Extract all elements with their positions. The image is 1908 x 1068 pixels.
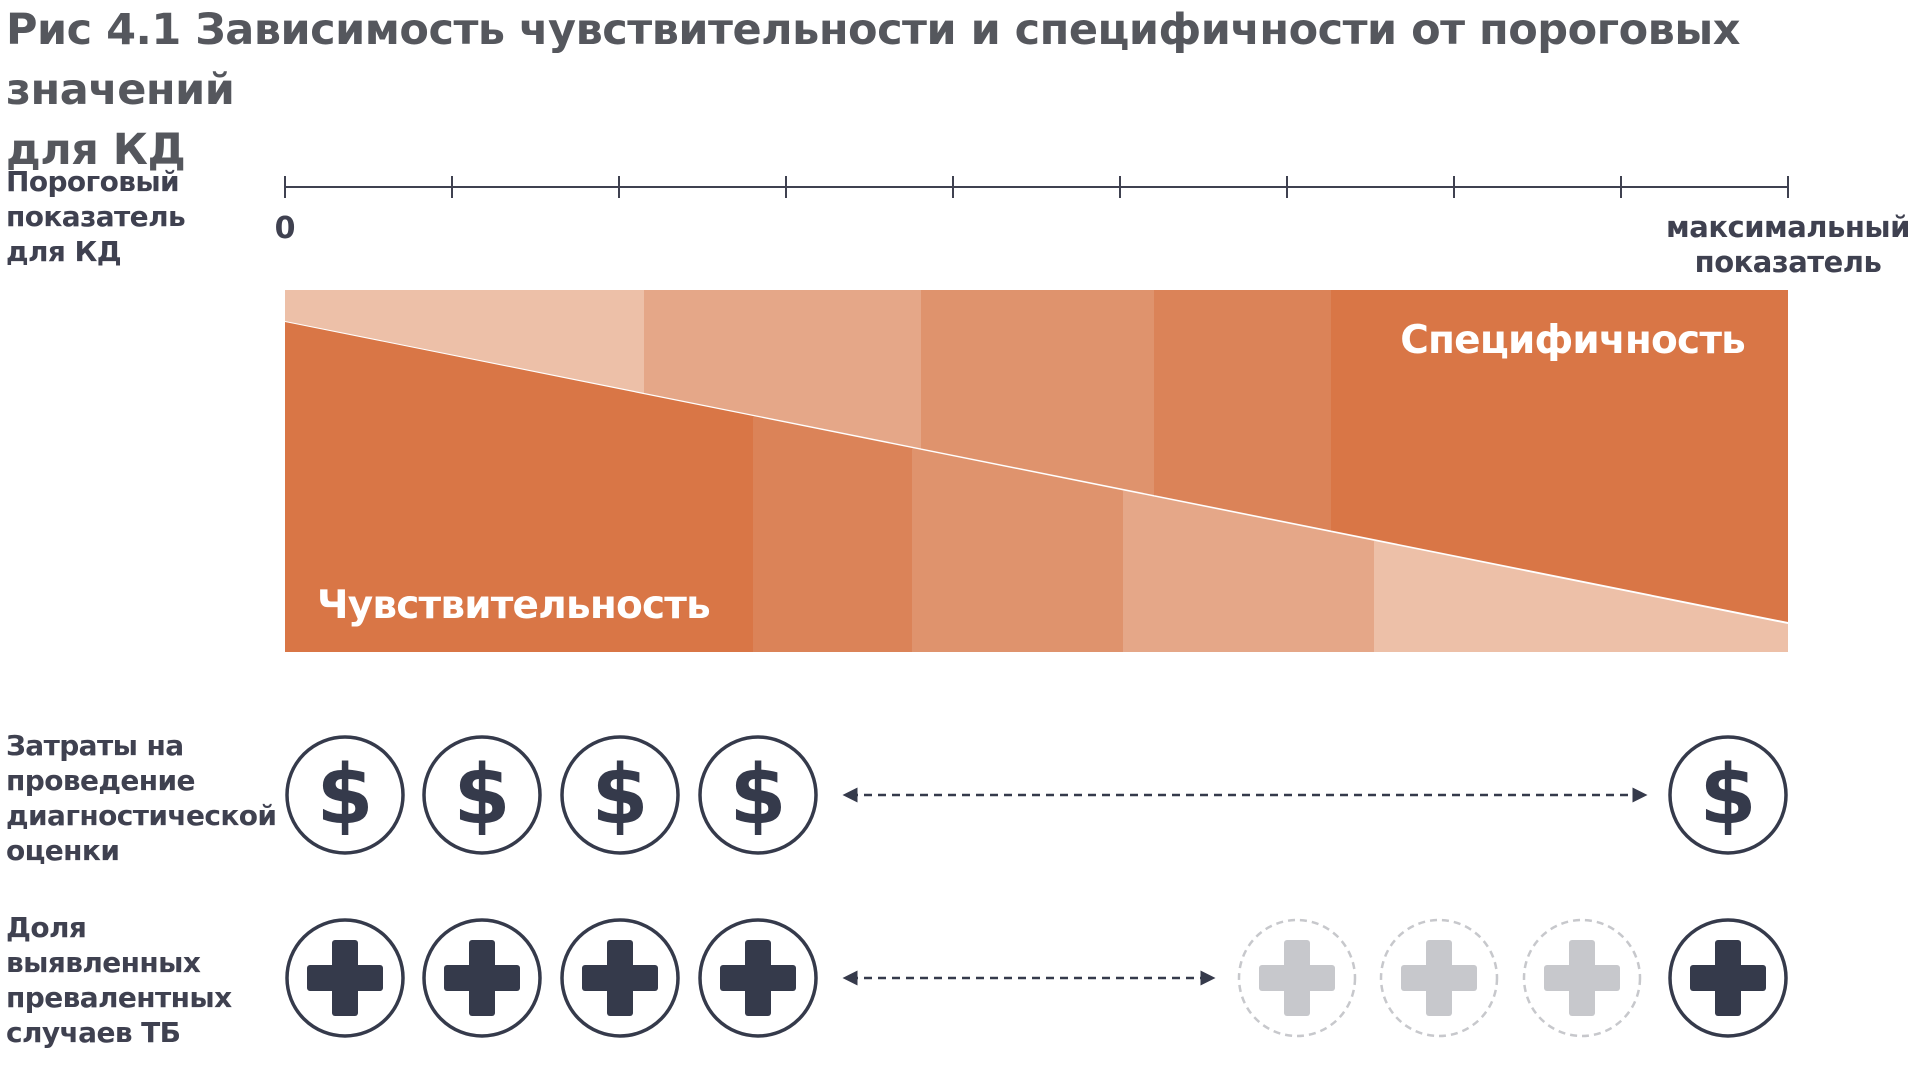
costs-row: $ $ $ $ $ — [285, 735, 1788, 855]
case-icons — [285, 918, 1788, 1038]
tb-cases-label-line3: превалентных — [6, 981, 232, 1014]
threshold-label-line2: показатель — [6, 200, 186, 233]
plus-icon — [1668, 918, 1788, 1038]
svg-text:$: $ — [316, 748, 373, 843]
svg-text:$: $ — [453, 748, 510, 843]
plus-faded-icon — [1522, 918, 1642, 1038]
figure-title-line1: Рис 4.1 Зависимость чувствительности и с… — [6, 5, 1740, 115]
svg-text:$: $ — [729, 748, 786, 843]
sensitivity-label: Чувствительность — [317, 583, 710, 628]
threshold-axis: 0 максимальный показатель — [275, 176, 1908, 279]
costs-label-line4: оценки — [6, 834, 120, 867]
dollar-icon: $ — [560, 735, 680, 855]
plus-icon — [560, 918, 680, 1038]
costs-label-line1: Затраты на — [6, 729, 184, 762]
tb-cases-label: Доля выявленных превалентных случаев ТБ — [6, 910, 232, 1050]
svg-text:$: $ — [591, 748, 648, 843]
axis-ticks — [284, 176, 1789, 198]
plus-icon — [698, 918, 818, 1038]
costs-label-line3: диагностической — [6, 799, 277, 832]
plus-icon — [422, 918, 542, 1038]
svg-text:$: $ — [1699, 748, 1756, 843]
tb-cases-label-line1: Доля — [6, 911, 87, 944]
plus-faded-icon — [1237, 918, 1357, 1038]
figure-title-line2: для КД — [6, 125, 186, 175]
figure-title: Рис 4.1 Зависимость чувствительности и с… — [6, 0, 1906, 180]
axis-end-label-line1: максимальный — [1666, 210, 1908, 244]
threshold-label: Пороговый показатель для КД — [6, 164, 186, 269]
dollar-icon: $ — [1668, 735, 1788, 855]
threshold-label-line1: Пороговый — [6, 165, 180, 198]
tb-cases-label-line2: выявленных — [6, 946, 201, 979]
axis-end-label-line2: показатель — [1695, 245, 1882, 279]
tb-cases-label-line4: случаев ТБ — [6, 1016, 181, 1049]
cost-icons: $ $ $ $ $ — [285, 735, 1788, 855]
tb-cases-row — [285, 918, 1788, 1038]
dollar-icon: $ — [285, 735, 405, 855]
plus-faded-icon — [1379, 918, 1499, 1038]
axis-start-label: 0 — [275, 211, 296, 246]
costs-label-line2: проведение — [6, 764, 196, 797]
costs-label: Затраты на проведение диагностической оц… — [6, 728, 277, 868]
dollar-icon: $ — [422, 735, 542, 855]
dollar-icon: $ — [698, 735, 818, 855]
specificity-label: Специфичность — [1400, 318, 1745, 363]
plus-icon — [285, 918, 405, 1038]
threshold-label-line3: для КД — [6, 235, 122, 268]
